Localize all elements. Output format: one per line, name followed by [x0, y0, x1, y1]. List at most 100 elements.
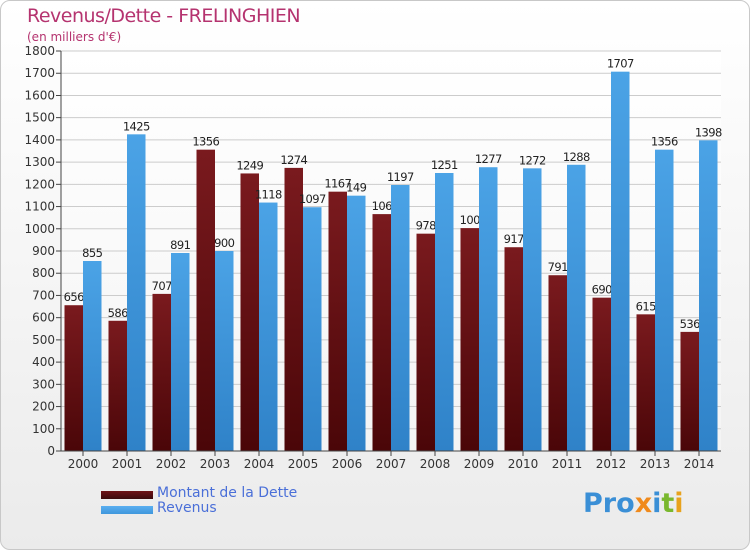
bar-revenus: [567, 164, 586, 451]
logo-letter: i: [674, 488, 684, 519]
bar-revenus: [127, 134, 146, 452]
bar-revenus: [303, 207, 322, 451]
data-label: 149: [346, 181, 366, 195]
data-label: 917: [504, 232, 524, 246]
x-tick-label: 2003: [200, 457, 231, 471]
x-tick-label: 2006: [332, 457, 363, 471]
x-tick-label: 2012: [596, 457, 627, 471]
data-label: 1274: [280, 153, 307, 167]
legend-swatch-revenus: [101, 506, 153, 514]
y-tick-label: 1300: [24, 155, 55, 169]
data-label: 900: [214, 236, 234, 250]
y-tick-label: 1200: [24, 177, 55, 191]
y-tick-label: 1400: [24, 133, 55, 147]
data-label: 1288: [563, 150, 590, 164]
bar-revenus: [435, 173, 454, 451]
bar-dette: [416, 233, 435, 451]
bar-dette: [240, 173, 259, 451]
x-tick-label: 2005: [288, 457, 319, 471]
data-label: 1197: [387, 170, 414, 184]
data-label: 978: [416, 219, 436, 233]
data-label: 1097: [299, 192, 326, 206]
x-tick-label: 2004: [244, 457, 275, 471]
data-label: 1272: [519, 153, 546, 167]
proxiti-logo: Proxiti: [583, 488, 684, 519]
data-label: 1251: [431, 158, 458, 172]
bar-dette: [680, 331, 699, 451]
y-tick-label: 700: [32, 288, 55, 302]
bar-dette: [460, 228, 479, 451]
bar-dette: [636, 314, 655, 451]
bar-revenus: [523, 168, 542, 452]
y-tick-label: 1800: [24, 44, 55, 58]
bar-dette: [152, 293, 171, 451]
bar-revenus: [699, 140, 718, 452]
data-label: 1167: [324, 177, 351, 191]
data-label: 1277: [475, 152, 502, 166]
y-tick-label: 0: [47, 444, 55, 458]
y-tick-label: 100: [32, 422, 55, 436]
bar-dette: [284, 167, 303, 451]
bar-revenus: [611, 71, 630, 452]
y-tick-label: 1500: [24, 111, 55, 125]
y-tick-label: 600: [32, 311, 55, 325]
data-label: 615: [636, 299, 656, 313]
x-tick-label: 2010: [508, 457, 539, 471]
data-label: 586: [108, 306, 128, 320]
chart-title: Revenus/Dette - FRELINGHIEN: [27, 5, 301, 27]
bar-dette: [372, 214, 391, 451]
bar-revenus: [83, 261, 102, 451]
x-tick-label: 2001: [112, 457, 143, 471]
legend-label-revenus: Revenus: [157, 500, 217, 516]
y-tick-label: 800: [32, 266, 55, 280]
data-label: 1118: [255, 188, 282, 202]
logo-letter: t: [661, 488, 675, 519]
data-label: 1707: [607, 57, 634, 71]
x-tick-label: 2011: [552, 457, 583, 471]
logo-letter: r: [602, 488, 617, 519]
legend-swatch-dette: [101, 491, 153, 499]
data-label: 1249: [236, 158, 263, 172]
x-tick-label: 2002: [156, 457, 187, 471]
logo-letter: o: [616, 488, 635, 519]
bar-dette: [328, 191, 347, 451]
bar-revenus: [655, 149, 674, 451]
y-tick-label: 500: [32, 333, 55, 347]
bar-dette: [64, 305, 83, 451]
data-label: 891: [170, 238, 190, 252]
bar-revenus: [391, 185, 410, 451]
bar-dette: [592, 297, 611, 451]
data-label: 791: [548, 260, 568, 274]
y-tick-label: 400: [32, 355, 55, 369]
y-tick-label: 300: [32, 377, 55, 391]
data-label: 855: [82, 246, 102, 260]
data-label: 1356: [651, 135, 678, 149]
bar-dette: [196, 149, 215, 451]
y-tick-label: 1600: [24, 88, 55, 102]
x-tick-label: 2007: [376, 457, 407, 471]
x-tick-label: 2000: [68, 457, 99, 471]
bar-revenus: [347, 195, 366, 451]
x-tick-label: 2013: [640, 457, 671, 471]
x-tick-label: 2009: [464, 457, 495, 471]
x-tick-label: 2014: [684, 457, 715, 471]
logo-letter: i: [652, 488, 662, 519]
data-label: 1425: [123, 119, 150, 133]
logo-letter: x: [634, 488, 653, 519]
bar-dette: [108, 320, 127, 451]
data-label: 536: [680, 317, 700, 331]
data-label: 100: [460, 213, 480, 227]
bar-revenus: [215, 251, 234, 451]
data-label: 707: [152, 279, 172, 293]
logo-letter: P: [583, 488, 603, 519]
bar-dette: [504, 247, 523, 451]
data-label: 1356: [192, 135, 219, 149]
bar-dette: [548, 275, 567, 451]
data-label: 1398: [695, 125, 722, 139]
y-tick-label: 1700: [24, 66, 55, 80]
data-label: 656: [64, 290, 84, 304]
legend-label-dette: Montant de la Dette: [157, 485, 298, 501]
y-tick-label: 900: [32, 244, 55, 258]
x-tick-label: 2008: [420, 457, 451, 471]
y-tick-label: 1100: [24, 200, 55, 214]
